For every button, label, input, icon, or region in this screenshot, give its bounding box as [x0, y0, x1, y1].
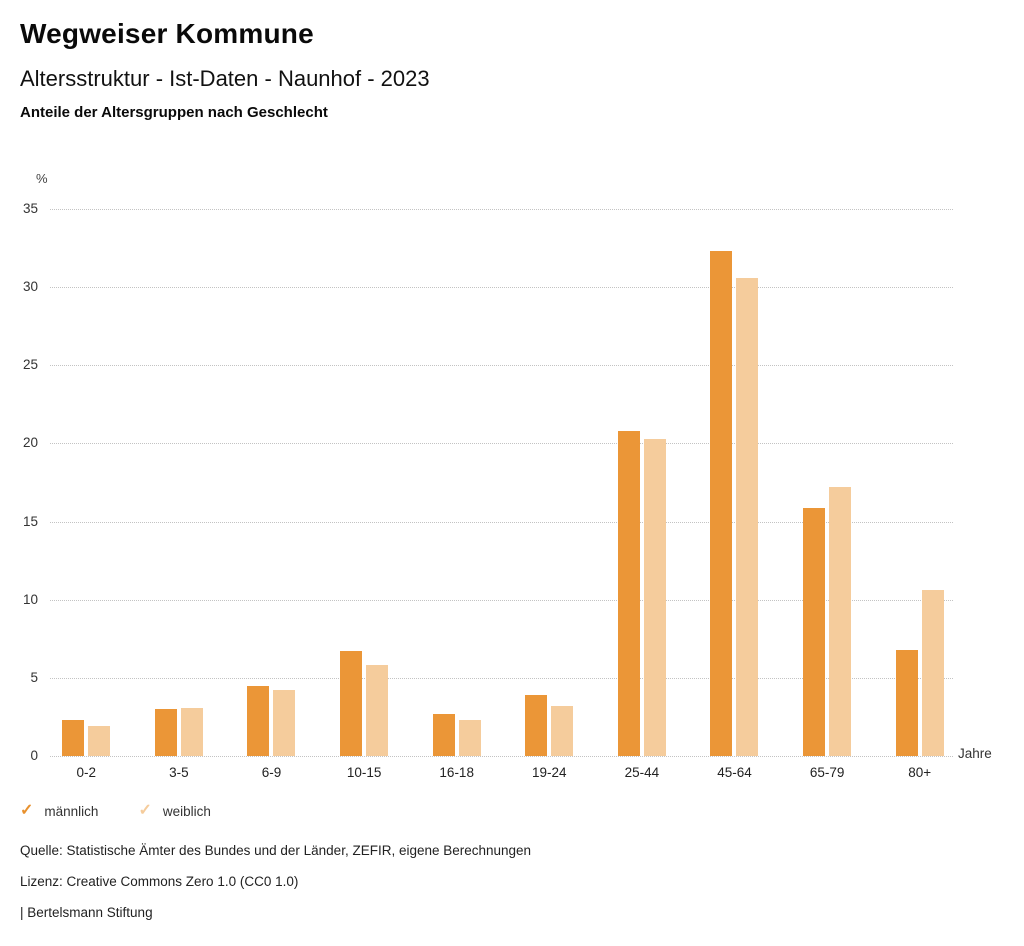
y-tick-label: 30: [22, 279, 38, 295]
check-icon: ✓: [20, 802, 34, 819]
bar-weiblich-45-64[interactable]: [736, 277, 759, 756]
legend: ✓ männlich ✓ weiblich: [20, 802, 251, 820]
bar-group-16-18: [410, 209, 503, 756]
bar-group-3-5: [133, 209, 226, 756]
gridline-25: [50, 365, 953, 367]
license-note: Lizenz: Creative Commons Zero 1.0 (CC0 1…: [20, 874, 299, 889]
y-tick-label: 10: [22, 591, 38, 607]
y-axis-unit-label: %: [36, 171, 48, 186]
y-tick-label: 35: [22, 201, 38, 216]
bar-weiblich-80+[interactable]: [921, 590, 944, 756]
y-gridlines-layer: 0 5 10 15 20 25 30 35: [23, 201, 953, 763]
bar-group-19-24: [503, 209, 596, 756]
bar-group-6-9: [225, 209, 318, 756]
bar-weiblich-3-5[interactable]: [180, 707, 203, 756]
bar-weiblich-10-15[interactable]: [366, 665, 389, 756]
gridline-15: [50, 521, 953, 523]
x-tick-label-0-2: 0-2: [76, 765, 97, 780]
y-tick-label: 5: [30, 669, 38, 685]
x-axis-labels: 0-2 3-5 6-9 10-15 16-18 19-24 25-44 45-64 65-79 8…: [40, 765, 966, 783]
x-tick-label-65-79: 65-79: [809, 765, 845, 780]
bar-männlich-3-5[interactable]: [154, 709, 177, 756]
x-tick-label-16-18: 16-18: [439, 765, 474, 780]
bar-männlich-80+[interactable]: [895, 649, 918, 756]
bar-group-45-64: [688, 209, 781, 756]
x-tick-label-25-44: 25-44: [624, 765, 660, 780]
bar-group-10-15: [318, 209, 411, 756]
gridline-30: [50, 287, 953, 289]
y-tick-label: 15: [22, 513, 38, 529]
bar-weiblich-0-2[interactable]: [88, 726, 111, 756]
check-icon: ✓: [138, 802, 152, 819]
gridline-0: [50, 756, 953, 757]
bar-group-80+: [873, 209, 966, 756]
bar-weiblich-65-79[interactable]: [829, 487, 852, 756]
bar-männlich-45-64[interactable]: [710, 251, 733, 756]
gridline-35: [50, 209, 953, 210]
attribution-note: | Bertelsmann Stiftung: [20, 905, 153, 920]
source-note: Quelle: Statistische Ämter des Bundes un…: [20, 843, 532, 858]
bar-männlich-16-18[interactable]: [432, 713, 455, 756]
x-tick-label-6-9: 6-9: [261, 765, 282, 780]
x-tick-label-80+: 80+: [908, 765, 932, 780]
gridline-20: [50, 443, 953, 445]
bar-weiblich-19-24[interactable]: [551, 706, 574, 756]
legend-item-label: männlich: [44, 803, 99, 819]
bar-männlich-0-2[interactable]: [62, 720, 85, 756]
gridline-5: [50, 677, 953, 679]
chart-subtitle: Altersstruktur - Ist-Daten - Naunhof - 2…: [20, 66, 430, 91]
bars-layer: [40, 209, 966, 756]
y-tick-label: 20: [22, 435, 38, 451]
bar-männlich-10-15[interactable]: [340, 651, 363, 756]
x-tick-label-19-24: 19-24: [532, 765, 567, 780]
bar-männlich-19-24[interactable]: [525, 695, 548, 756]
y-tick-label: 25: [22, 357, 38, 373]
bar-weiblich-6-9[interactable]: [273, 690, 296, 756]
bar-group-25-44: [596, 209, 689, 756]
x-tick-label-3-5: 3-5: [169, 765, 189, 780]
gridline-10: [50, 599, 953, 601]
y-tick-label: 0: [30, 748, 38, 763]
page-title: Wegweiser Kommune: [20, 18, 314, 49]
bar-männlich-65-79[interactable]: [803, 507, 826, 756]
legend-item-label: weiblich: [162, 803, 211, 819]
bar-weiblich-25-44[interactable]: [643, 438, 666, 756]
legend-item-männlich[interactable]: ✓ männlich: [20, 802, 98, 820]
legend-item-weiblich[interactable]: ✓ weiblich: [138, 802, 210, 820]
bar-männlich-25-44[interactable]: [617, 430, 640, 756]
bar-group-0-2: [40, 209, 133, 756]
x-axis-unit-label: Jahre: [958, 746, 992, 761]
x-tick-label-45-64: 45-64: [717, 765, 752, 780]
footer: Quelle: Statistische Ämter des Bundes un…: [20, 844, 531, 937]
bar-weiblich-16-18[interactable]: [458, 720, 481, 756]
bar-group-65-79: [781, 209, 874, 756]
chart-heading: Anteile der Altersgruppen nach Geschlech…: [20, 104, 328, 121]
x-tick-label-10-15: 10-15: [346, 765, 382, 780]
bar-männlich-6-9[interactable]: [247, 685, 270, 756]
